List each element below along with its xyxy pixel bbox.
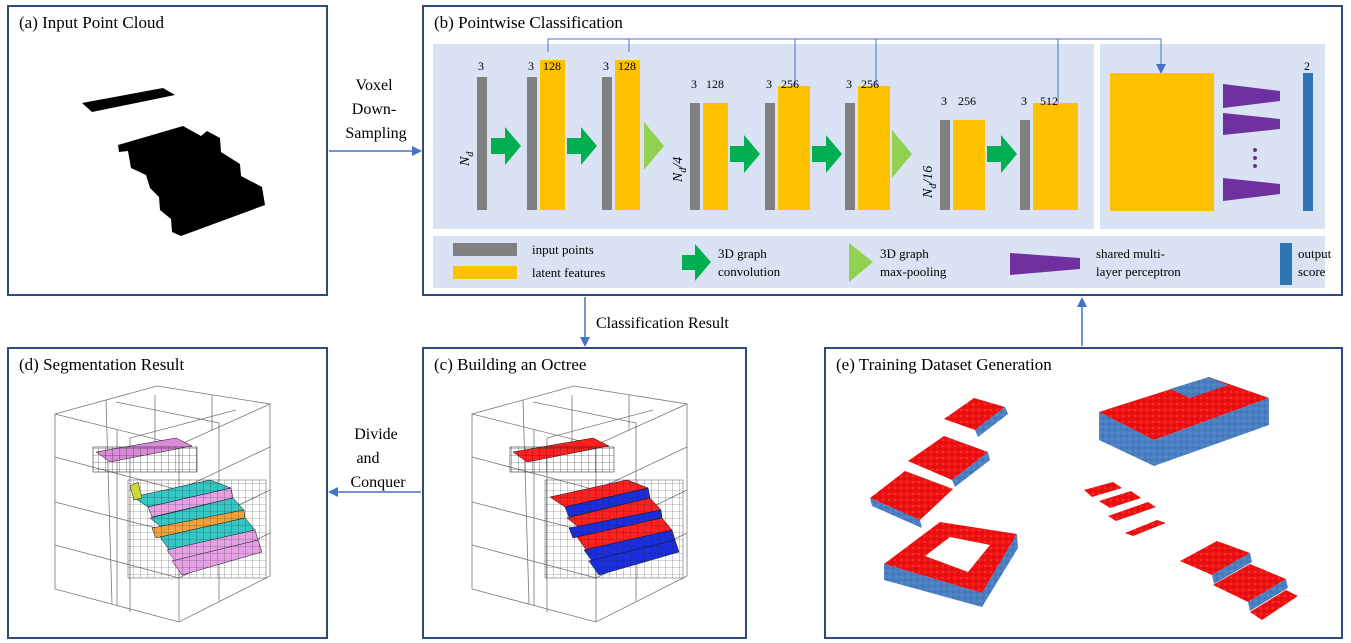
panel-input-point-cloud: (a) Input Point Cloud	[7, 5, 328, 296]
dim-l3-a: 3	[691, 77, 697, 91]
classification-head	[1110, 73, 1313, 211]
input-points-bar-6	[845, 103, 855, 210]
dim-l5-a: 3	[846, 77, 852, 91]
dim-output: 2	[1304, 59, 1310, 73]
input-points-bar-7	[940, 120, 950, 210]
nd-label-quarter: Nd/4	[671, 156, 689, 182]
latent-feature-block-3	[703, 103, 728, 210]
segmentation-stairs	[92, 437, 267, 579]
input-points-bar-8	[1020, 120, 1030, 210]
legend-swatch-input-points	[453, 243, 517, 256]
graph-conv-arrow-2	[567, 127, 597, 165]
dim-l6-b: 256	[958, 94, 976, 108]
graph-conv-arrow-4	[812, 135, 842, 173]
label-sampling: Sampling	[345, 125, 407, 142]
mlp-trapezoid-3	[1223, 178, 1280, 201]
legend-output-2: score	[1298, 264, 1326, 279]
panel-title-c: (c) Building an Octree	[434, 355, 587, 374]
dim-l7-a: 3	[1021, 94, 1027, 108]
latent-feature-block-1	[540, 60, 565, 210]
input-points-bar-4	[690, 103, 700, 210]
encoder-layers	[477, 60, 1078, 210]
label-divide: Divide	[354, 426, 398, 443]
training-samples	[870, 377, 1298, 620]
dim-l1-a: 3	[528, 59, 534, 73]
dim-l6-a: 3	[941, 94, 947, 108]
panel-title-e: (e) Training Dataset Generation	[836, 355, 1052, 374]
skip-connections	[547, 38, 1166, 103]
graph-operations	[491, 122, 1017, 178]
latent-feature-block-6	[953, 120, 985, 210]
dim-l4-a: 3	[766, 77, 772, 91]
ellipsis-dot-3	[1253, 164, 1257, 168]
classification-stairs	[509, 437, 684, 579]
legend-graph-pool-triangle	[849, 243, 873, 282]
graph-conv-arrow-3	[730, 135, 760, 173]
concat-feature-block	[1110, 73, 1214, 211]
label-classification-result: Classification Result	[596, 315, 729, 332]
nd-label-full: Nd	[458, 151, 476, 166]
graph-conv-arrow-5	[987, 135, 1017, 173]
legend-mlp-2: layer perceptron	[1096, 264, 1181, 279]
legend-graph-conv-2: convolution	[718, 264, 781, 279]
legend-output-bar	[1280, 243, 1292, 285]
latent-feature-block-7	[1033, 103, 1078, 210]
dim-l2-b: 128	[618, 59, 636, 73]
legend-graph-conv-arrow	[682, 244, 711, 281]
legend-glyphs	[453, 243, 1292, 285]
output-score-bar	[1303, 73, 1313, 211]
legend-mlp-1: shared multi-	[1096, 246, 1165, 261]
legend-graph-pool-2: max-pooling	[880, 264, 947, 279]
dim-l7-b: 512	[1040, 94, 1058, 108]
dim-l5-b: 256	[861, 77, 879, 91]
nd-label-sixteenth: Nd/16	[921, 165, 939, 198]
graph-pool-triangle-2	[892, 130, 912, 178]
dim-l1-b: 128	[543, 59, 561, 73]
ellipsis-dot-2	[1253, 156, 1257, 160]
latent-feature-block-5	[858, 86, 890, 210]
mlp-trapezoid-2	[1223, 113, 1280, 135]
input-points-bar-5	[765, 103, 775, 210]
dim-l3-b: 128	[706, 77, 724, 91]
legend-graph-pool-1: 3D graph	[880, 246, 929, 261]
graph-conv-arrow-1	[491, 127, 521, 165]
legend-output-1: output	[1298, 246, 1332, 261]
panel-title-d: (d) Segmentation Result	[19, 355, 185, 374]
legend-graph-conv-1: 3D graph	[718, 246, 767, 261]
legend-latent-features: latent features	[532, 265, 606, 280]
panel-title-b: (b) Pointwise Classification	[434, 13, 623, 32]
legend-bg	[433, 236, 1325, 288]
label-down: Down-	[351, 101, 397, 118]
latent-feature-block-4	[778, 86, 810, 210]
input-points-bar-3	[602, 77, 612, 210]
legend-mlp-trapezoid	[1010, 253, 1080, 275]
label-voxel: Voxel	[355, 77, 393, 94]
input-points-bar-1	[477, 77, 487, 210]
mlp-trapezoid-1	[1223, 84, 1280, 108]
panel-title-a: (a) Input Point Cloud	[19, 13, 164, 32]
input-point-cloud-shape	[82, 88, 265, 236]
label-conquer: Conquer	[350, 474, 406, 491]
latent-feature-block-2	[615, 60, 640, 210]
label-and: and	[356, 450, 380, 467]
graph-pool-triangle-1	[644, 122, 664, 170]
dim-l2-a: 3	[603, 59, 609, 73]
legend-swatch-latent-features	[453, 266, 517, 279]
input-points-bar-2	[527, 77, 537, 210]
legend-input-points: input points	[532, 242, 594, 257]
dim-l4-b: 256	[781, 77, 799, 91]
ellipsis-dot-1	[1253, 148, 1257, 152]
dim-input: 3	[478, 59, 484, 73]
